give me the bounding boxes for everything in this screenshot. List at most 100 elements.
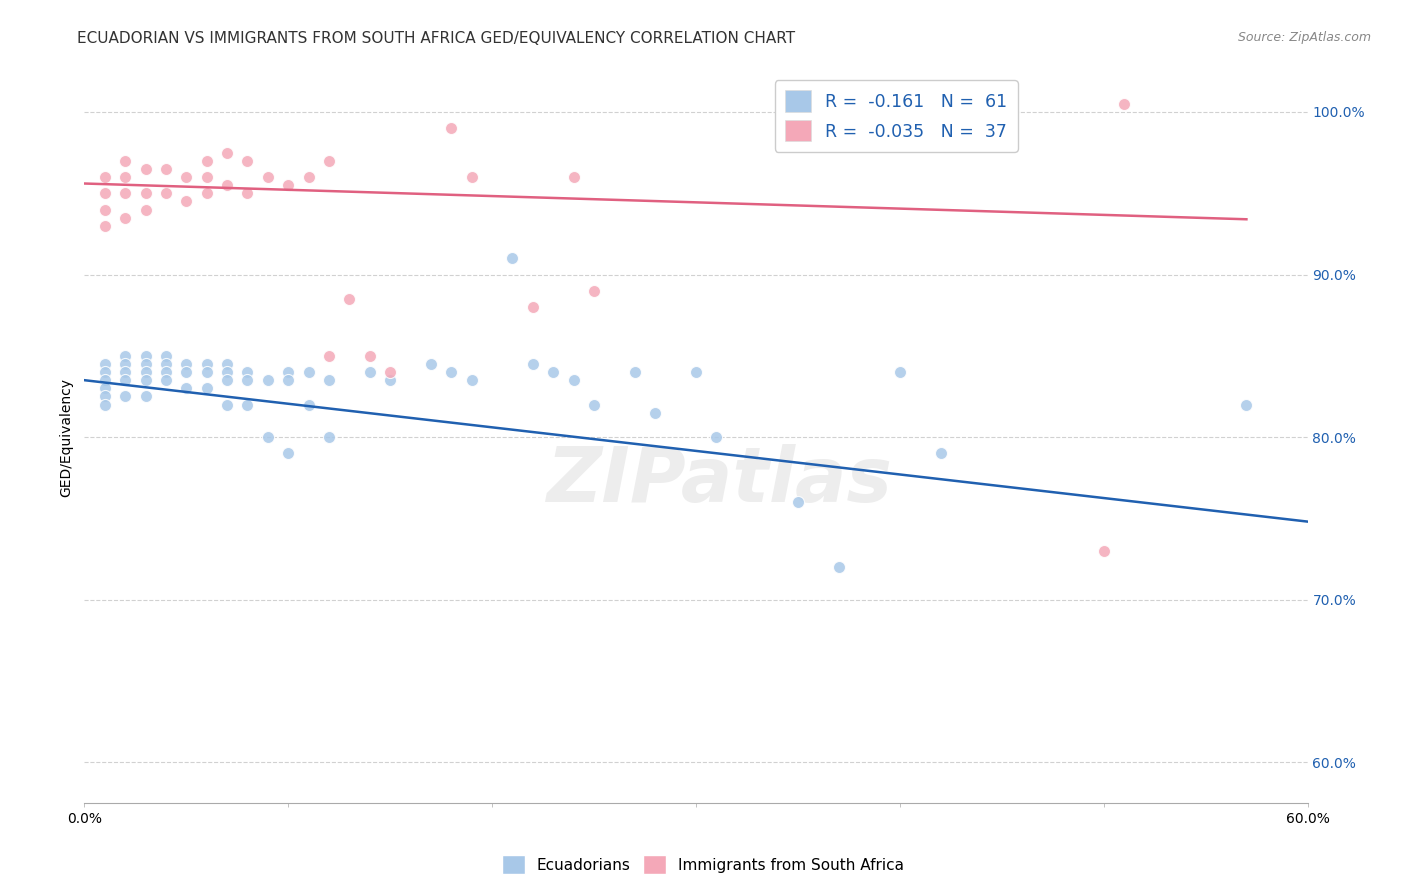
Point (236, 373, 259, 387)
Point (135, 161, 157, 176)
Point (174, 169, 197, 184)
Point (135, 373, 157, 387)
Point (114, 153, 136, 168)
Point (1236, 398, 1258, 412)
Point (257, 430, 280, 444)
Point (380, 365, 402, 379)
Point (155, 373, 177, 387)
Point (706, 430, 728, 444)
Point (93, 373, 115, 387)
Y-axis label: GED/Equivalency: GED/Equivalency (59, 377, 73, 497)
Point (1114, 96, 1136, 111)
Point (359, 365, 381, 379)
Point (135, 365, 157, 379)
Point (440, 365, 463, 379)
Point (195, 357, 218, 371)
Point (217, 178, 239, 193)
Point (195, 153, 218, 168)
Point (277, 365, 299, 379)
Point (929, 446, 952, 460)
Point (93, 357, 115, 371)
Point (195, 169, 218, 184)
Point (114, 373, 136, 387)
Point (318, 153, 340, 168)
Point (135, 349, 157, 363)
Point (195, 365, 218, 379)
Point (277, 446, 299, 460)
Point (257, 169, 280, 184)
Text: Source: ZipAtlas.com: Source: ZipAtlas.com (1237, 31, 1371, 45)
Point (1092, 544, 1115, 558)
Point (155, 357, 177, 371)
Point (522, 300, 544, 314)
Point (257, 373, 280, 387)
Point (440, 121, 463, 136)
Point (114, 349, 136, 363)
Text: ECUADORIAN VS IMMIGRANTS FROM SOUTH AFRICA GED/EQUIVALENCY CORRELATION CHART: ECUADORIAN VS IMMIGRANTS FROM SOUTH AFRI… (77, 31, 796, 46)
Point (543, 365, 565, 379)
Point (461, 373, 484, 387)
Point (359, 349, 381, 363)
Point (114, 186, 136, 201)
Point (562, 373, 585, 387)
Point (93, 169, 115, 184)
Point (155, 161, 177, 176)
Point (155, 186, 177, 201)
Point (93, 202, 115, 217)
Point (685, 365, 707, 379)
Point (318, 430, 340, 444)
Point (155, 365, 177, 379)
Point (135, 186, 157, 201)
Point (93, 365, 115, 379)
Point (217, 398, 239, 412)
Point (93, 381, 115, 395)
Point (298, 169, 321, 184)
Point (135, 389, 157, 403)
Point (787, 495, 810, 509)
Point (114, 365, 136, 379)
Point (583, 398, 606, 412)
Point (277, 373, 299, 387)
Point (155, 349, 177, 363)
Point (380, 373, 402, 387)
Point (174, 194, 197, 209)
Point (583, 284, 606, 298)
Point (114, 389, 136, 403)
Point (339, 292, 361, 306)
Point (461, 169, 484, 184)
Point (93, 389, 115, 403)
Point (624, 365, 647, 379)
Point (318, 349, 340, 363)
Point (236, 186, 259, 201)
Point (174, 365, 197, 379)
Point (236, 153, 259, 168)
Point (135, 202, 157, 217)
Legend: R =  -0.161   N =  61, R =  -0.035   N =  37: R = -0.161 N = 61, R = -0.035 N = 37 (775, 80, 1018, 152)
Point (562, 169, 585, 184)
Point (420, 357, 443, 371)
Point (114, 357, 136, 371)
Point (217, 373, 239, 387)
Point (217, 357, 239, 371)
Point (174, 381, 197, 395)
Point (828, 560, 851, 574)
Point (217, 365, 239, 379)
Point (502, 252, 524, 266)
Point (93, 398, 115, 412)
Point (236, 398, 259, 412)
Point (236, 365, 259, 379)
Point (889, 365, 911, 379)
Point (135, 357, 157, 371)
Point (318, 373, 340, 387)
Point (195, 381, 218, 395)
Point (114, 169, 136, 184)
Point (277, 178, 299, 193)
Point (114, 211, 136, 225)
Point (644, 406, 666, 420)
Point (174, 357, 197, 371)
Point (298, 398, 321, 412)
Point (298, 365, 321, 379)
Text: ZIPatlas: ZIPatlas (547, 444, 893, 518)
Point (522, 357, 544, 371)
Legend: Ecuadorians, Immigrants from South Africa: Ecuadorians, Immigrants from South Afric… (496, 849, 910, 880)
